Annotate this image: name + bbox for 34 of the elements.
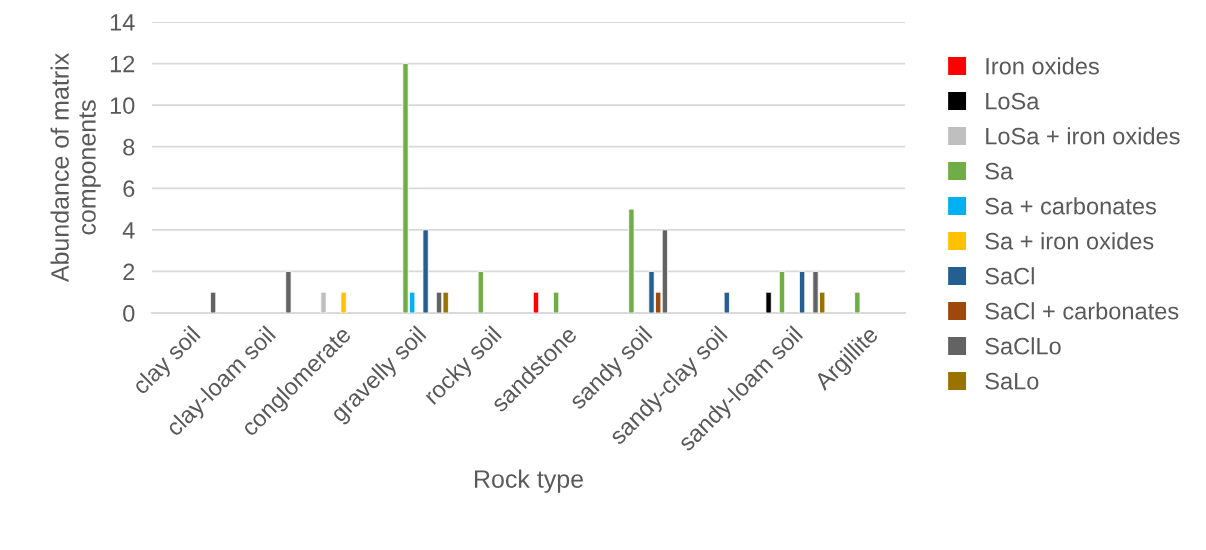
y-tick-label: 10	[110, 97, 135, 114]
y-tick-label: 2	[123, 263, 135, 280]
bar	[340, 291, 347, 313]
y-tick-label: 12	[110, 55, 135, 73]
legend-label: SaLo	[985, 372, 1039, 390]
bar	[477, 271, 484, 313]
y-tick-label: 14	[110, 14, 135, 31]
legend-label: SaCl + carbonates	[985, 302, 1179, 320]
bar	[778, 271, 786, 313]
bar	[553, 291, 560, 313]
legend-label: Sa + iron oxides	[985, 232, 1154, 250]
bar	[765, 291, 772, 313]
y-tick-label: 4	[122, 222, 135, 239]
legend-label: SaClLo	[985, 337, 1061, 355]
legend-label: Iron oxides	[986, 57, 1099, 75]
bar	[532, 291, 540, 313]
legend-label: LoSa + iron oxides	[986, 127, 1180, 145]
bar	[854, 291, 861, 313]
legend-label: Sa + carbonates	[985, 197, 1157, 215]
legend-label: LoSa	[986, 92, 1040, 110]
y-tick-label: 8	[123, 138, 135, 156]
y-tick-label: 0	[123, 305, 135, 322]
bar	[723, 291, 730, 313]
bar	[422, 229, 429, 313]
bar	[320, 291, 327, 313]
legend-label: SaCl	[985, 267, 1034, 285]
legend-label: Sa	[985, 162, 1014, 180]
x-axis-title: Rock type	[474, 469, 583, 493]
y-axis-title: Abundance of matrix components	[50, 53, 101, 283]
bar	[210, 291, 217, 313]
y-tick-label: 6	[123, 180, 135, 198]
bar	[799, 271, 806, 313]
bar	[628, 208, 635, 313]
bar	[285, 271, 292, 313]
